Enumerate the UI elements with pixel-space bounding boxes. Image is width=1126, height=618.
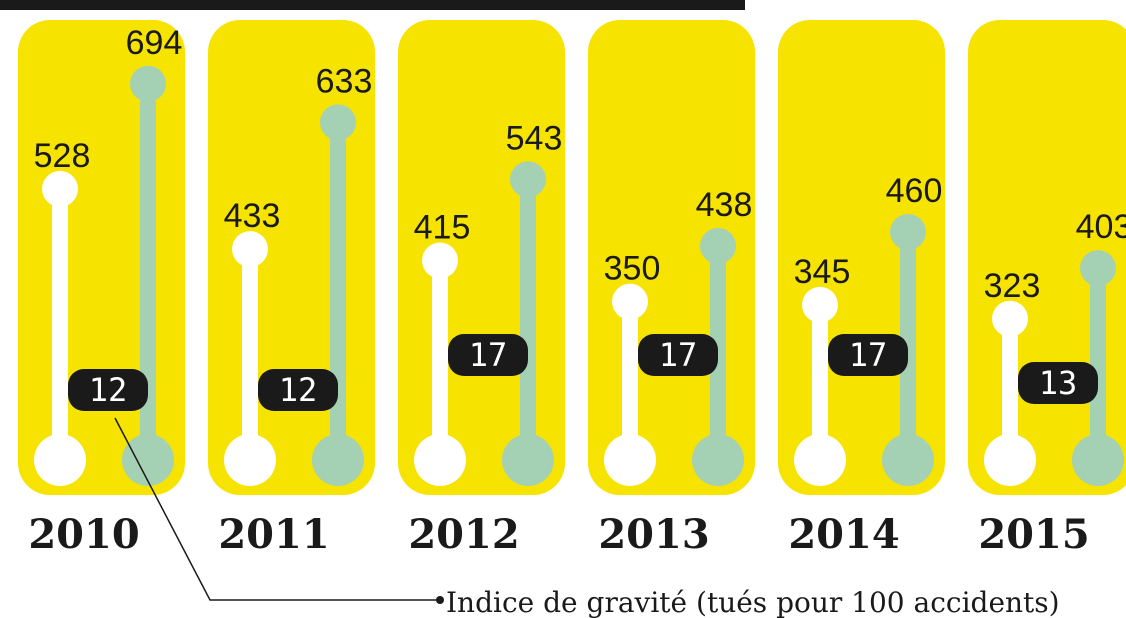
base-dot — [692, 434, 744, 486]
annotation: Indice de gravité (tués pour 100 acciden… — [446, 586, 1060, 618]
index-label: 13 — [1039, 364, 1078, 402]
value-label: 438 — [696, 186, 753, 224]
value-label: 460 — [886, 172, 943, 210]
top-dot — [422, 242, 458, 279]
top-dot — [802, 286, 838, 323]
top-dot — [130, 65, 166, 102]
value-label: 633 — [316, 62, 373, 100]
base-dot — [984, 434, 1036, 486]
index-badge — [828, 334, 908, 376]
x-tick-label: 2014 — [788, 511, 899, 558]
top-dot — [612, 283, 648, 320]
index-badge — [448, 334, 528, 376]
index-badge — [1018, 362, 1098, 404]
value-label: 323 — [984, 267, 1041, 305]
value-label: 694 — [126, 24, 183, 62]
top-dot — [890, 214, 926, 250]
value-label: 345 — [794, 253, 851, 291]
annotation-leader — [114, 417, 440, 601]
x-tick-label: 2012 — [408, 511, 519, 558]
value-label: 350 — [604, 250, 661, 288]
index-badge — [638, 334, 718, 376]
base-dot — [34, 434, 86, 486]
base-dot — [502, 434, 554, 486]
top-dot — [992, 300, 1028, 337]
base-dot — [122, 434, 174, 486]
top-dot — [510, 161, 546, 198]
top-dot — [1080, 250, 1116, 287]
base-dot — [414, 434, 466, 486]
index-badge — [68, 369, 148, 411]
base-dot — [794, 434, 846, 486]
value-label: 433 — [224, 197, 281, 235]
index-label: 12 — [89, 371, 128, 409]
x-tick-label: 2011 — [218, 511, 329, 558]
index-badge — [258, 369, 338, 411]
index-label: 12 — [279, 371, 318, 409]
x-tick-label: 2013 — [598, 511, 709, 558]
top-dot — [232, 231, 268, 268]
base-dot — [1072, 434, 1124, 486]
index-label: 17 — [469, 336, 508, 374]
x-tick-label: 2010 — [28, 511, 139, 558]
annotation-dot — [436, 596, 444, 604]
index-label: 17 — [659, 336, 698, 374]
base-dot — [604, 434, 656, 486]
value-label: 543 — [506, 119, 563, 157]
top-dot — [42, 170, 78, 207]
top-dot — [320, 104, 356, 141]
header-bar — [0, 0, 745, 10]
value-label: 415 — [414, 209, 471, 247]
x-tick-label: 2015 — [978, 511, 1089, 558]
top-dot — [700, 227, 736, 264]
base-dot — [312, 434, 364, 486]
value-label: 528 — [34, 137, 91, 175]
base-dot — [224, 434, 276, 486]
base-dot — [882, 434, 934, 486]
index-label: 17 — [849, 336, 888, 374]
value-label: 403 — [1076, 208, 1126, 246]
